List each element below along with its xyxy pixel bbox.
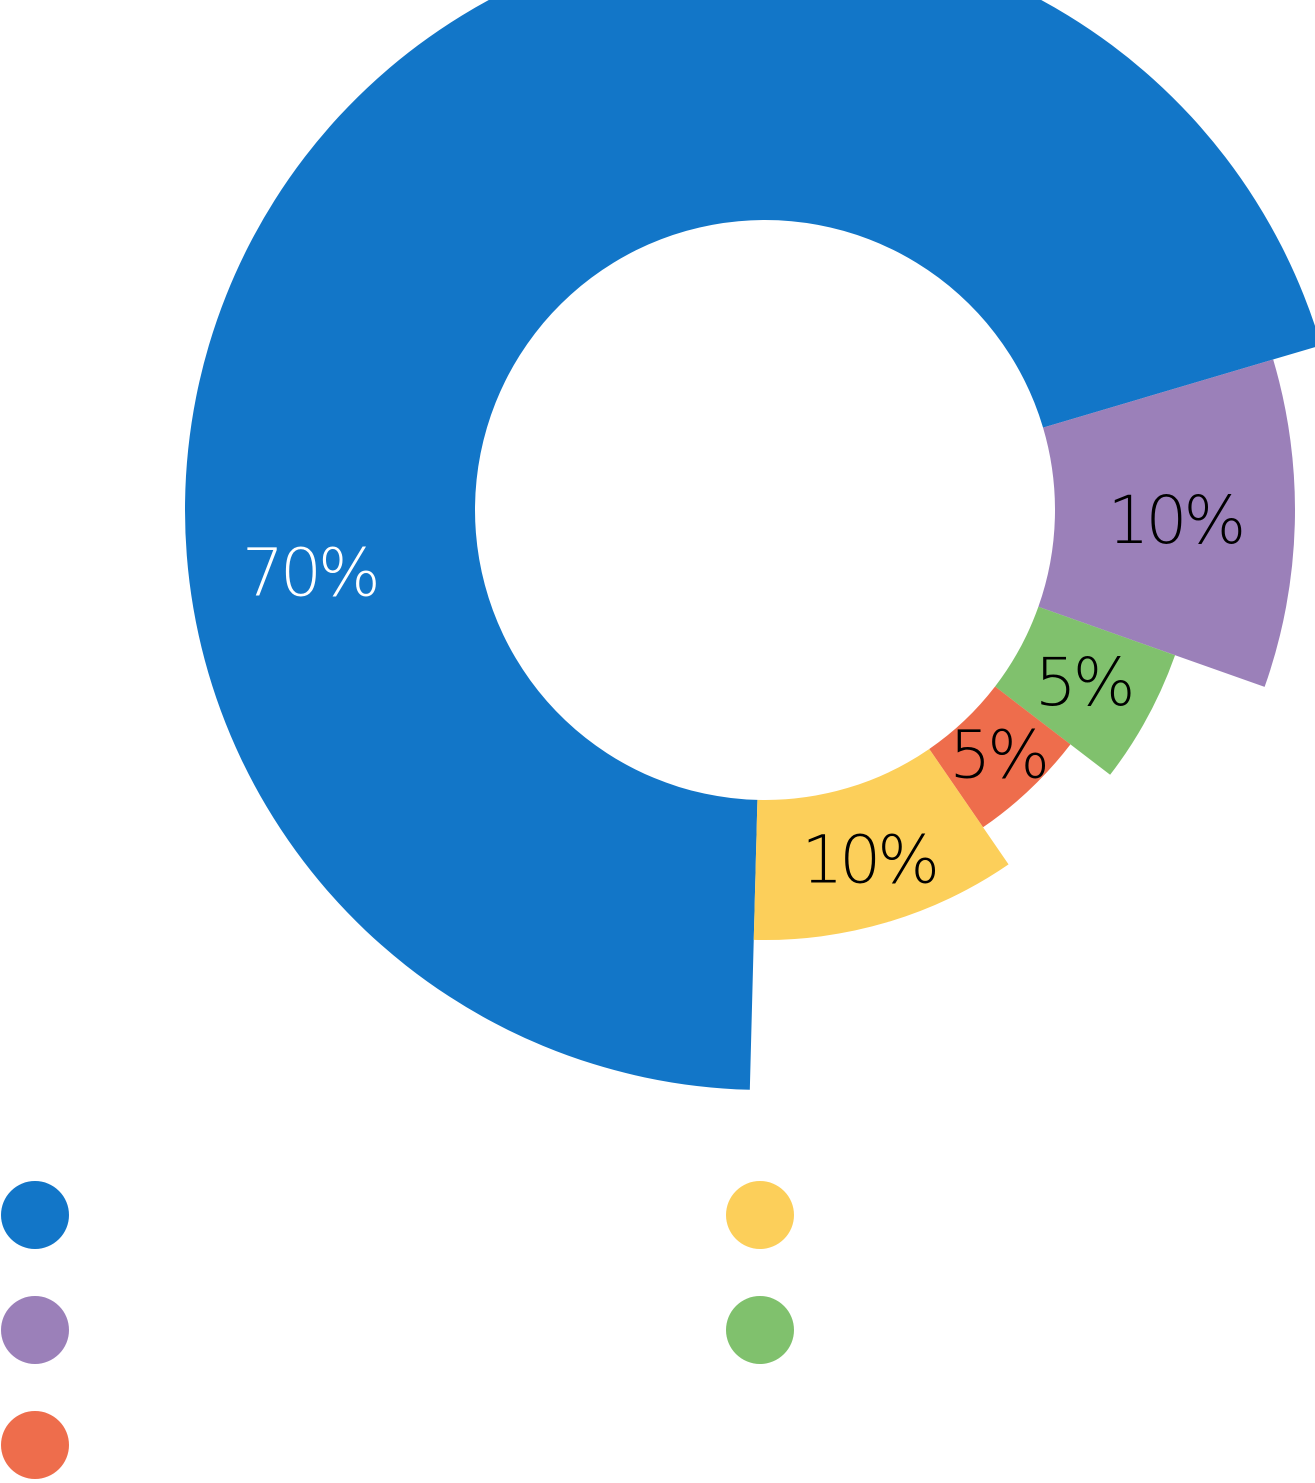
- slice-5pct-3: [995, 606, 1176, 775]
- data-label-2: 10%: [1108, 482, 1243, 559]
- slice-5pct-4: [929, 686, 1071, 828]
- data-label-4: 5%: [949, 717, 1046, 794]
- chart-legend: [1, 1181, 794, 1479]
- legend-marker-3: [1, 1411, 69, 1479]
- legend-marker-1: [1, 1181, 69, 1249]
- legend-marker-5: [726, 1296, 794, 1364]
- data-label-1: 70%: [242, 534, 377, 611]
- chart-data-labels: 70%10%5%5%10%: [242, 482, 1246, 898]
- slice-70pct-1: [185, 0, 1315, 1090]
- legend-marker-2: [1, 1296, 69, 1364]
- chart-slices: [185, 0, 1315, 1090]
- legend-marker-4: [726, 1181, 794, 1249]
- data-label-5: 10%: [801, 821, 936, 898]
- data-label-3: 5%: [1035, 644, 1132, 721]
- slice-10pct-5: [753, 748, 1009, 940]
- slice-10pct-2: [1038, 359, 1295, 687]
